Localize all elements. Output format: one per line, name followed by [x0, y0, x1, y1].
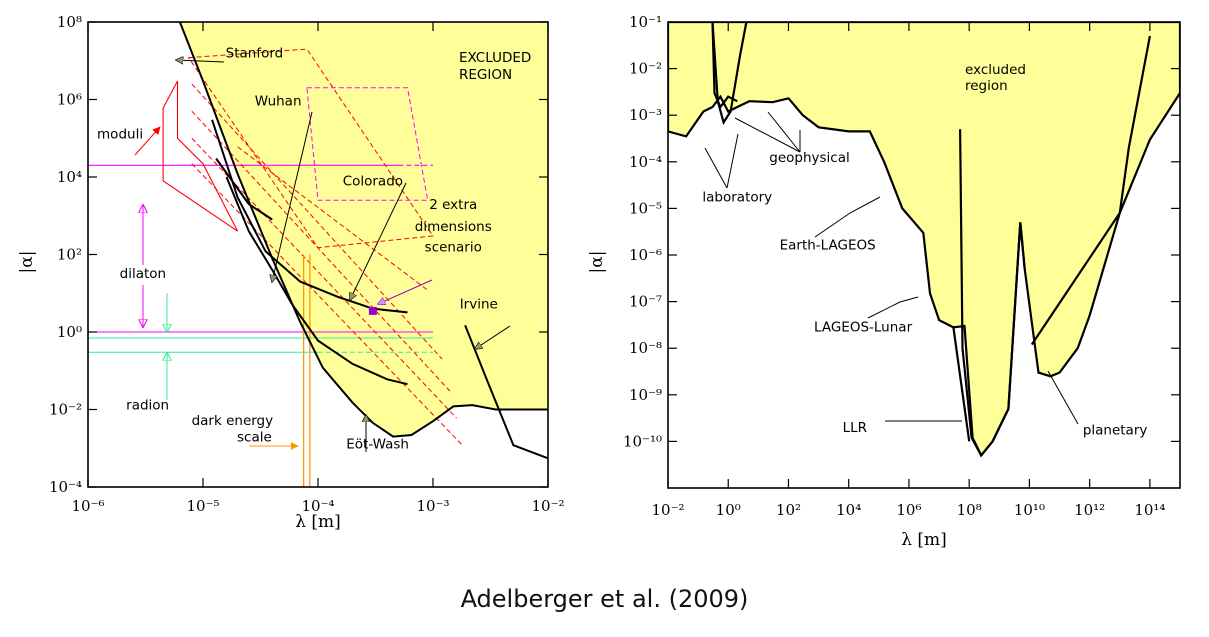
y-tick-label: 10⁻⁹ [629, 386, 662, 404]
x-tick-label: 10⁻² [531, 497, 564, 515]
right-annotation-label: LLR [843, 420, 867, 436]
x-tick-label: 10¹⁰ [1014, 501, 1045, 519]
right-region-label: region [965, 78, 1008, 94]
left-x-axis-label: λ [m] [295, 512, 341, 532]
left-annotation-label: Irvine [460, 297, 498, 313]
extra-dimensions-rhombus [187, 48, 434, 249]
left-excluded-region [179, 22, 548, 437]
right-chart: 10⁻² 10⁰ 10² 10⁴ 10⁶ 10⁸ 10¹⁰ 10¹² 10¹⁴ 10⁻¹⁰ 10⁻⁹… [587, 13, 1181, 550]
x-tick-label: 10¹⁴ [1134, 501, 1165, 519]
curve-e-t-wash [215, 157, 273, 221]
y-tick-label: 10⁰ [57, 323, 82, 341]
curve-irvine [464, 324, 548, 460]
right-limit-curve [711, 22, 748, 126]
y-tick-label: 10⁻⁷ [629, 293, 662, 311]
left-y-axis-label: |α| [17, 251, 37, 274]
right-annotation-label: geophysical [769, 150, 849, 166]
x-tick-label: 10⁻² [651, 501, 684, 519]
geophysical-leader-2 [767, 111, 801, 153]
right-limit-curve [959, 129, 1026, 458]
figure-caption: Adelberger et al. (2009) [460, 585, 749, 613]
left-annotation-label: Colorado [343, 174, 403, 190]
left-annotation-label: dimensions [415, 219, 492, 235]
x-tick-label: 10⁰ [716, 501, 741, 519]
left-annotation-label: scenario [425, 239, 482, 255]
x-tick-label: 10¹² [1074, 501, 1105, 519]
right-x-axis-label: λ [m] [901, 530, 947, 550]
y-tick-label: 10⁻⁶ [629, 246, 662, 264]
left-annotation-label: radion [126, 398, 169, 414]
x-tick-label: 10⁻⁶ [71, 497, 104, 515]
y-tick-label: 10⁻¹⁰ [623, 432, 662, 450]
right-region-label: excluded [965, 62, 1026, 78]
left-annotation-label: dilaton [120, 266, 166, 282]
extra-dimensions-diagonal [191, 163, 463, 446]
moduli-arrow [134, 126, 161, 156]
extra-dimensions-point [368, 306, 377, 315]
right-excluded-region [668, 22, 1180, 458]
y-tick-label: 10⁻⁴ [629, 153, 662, 171]
left-region-label: REGION [459, 67, 512, 83]
left-annotation-label: Wuhan [255, 94, 302, 110]
laboratory-leader-1 [704, 147, 728, 189]
irvine-arrow [475, 325, 511, 349]
extra-dimensions-arrow [378, 279, 433, 304]
left-annotation-label: Stanford [226, 46, 284, 62]
right-limit-curve [952, 327, 971, 442]
left-annotation-arrows [134, 60, 511, 452]
y-tick-label: 10⁻³ [629, 106, 662, 124]
y-tick-label: 10⁻⁸ [629, 339, 662, 357]
right-annotation-label: Earth-LAGEOS [780, 238, 876, 254]
left-annotation-label: moduli [97, 126, 143, 142]
moduli-region [162, 80, 239, 232]
right-annotation-label: laboratory [702, 190, 772, 206]
stanford-arrow [176, 60, 225, 62]
y-tick-label: 10⁻¹ [629, 13, 662, 31]
extra-dimensions-diagonal [191, 83, 443, 360]
left-chart: 10⁻⁶ 10⁻⁵ 10⁻⁴ 10⁻³ 10⁻² 10⁻⁴ 10⁻² 10⁰ 10² 10⁴ 10⁶… [17, 13, 565, 532]
left-annotation-label: Eöt-Wash [346, 436, 409, 452]
right-limit-curve [711, 22, 738, 110]
x-tick-label: 10⁶ [896, 501, 921, 519]
curve-stanford [178, 22, 548, 438]
y-tick-label: 10⁻⁵ [629, 199, 662, 217]
y-tick-label: 10² [57, 246, 82, 264]
right-annotation-label: planetary [1083, 423, 1148, 439]
curve-wuhan [225, 176, 408, 386]
right-y-axis-label: |α| [587, 251, 607, 274]
y-tick-label: 10⁶ [57, 91, 82, 109]
x-tick-label: 10⁻⁵ [186, 497, 219, 515]
y-tick-label: 10⁸ [57, 13, 82, 31]
right-limit-curve [1030, 35, 1151, 346]
x-tick-label: 10⁻⁴ [301, 497, 334, 515]
colorado-arrow [350, 182, 407, 300]
wuhan-arrow [272, 111, 313, 282]
y-tick-label: 10⁻² [49, 401, 82, 419]
left-annotation-label: dark energy [192, 413, 274, 429]
laboratory-leader-2 [726, 133, 739, 189]
y-tick-label: 10⁻⁴ [49, 478, 82, 496]
extra-dimensions-rhombus [306, 87, 429, 201]
right-annotation-label: LAGEOS-Lunar [814, 319, 913, 335]
left-annotation-label: 2 extra [429, 197, 477, 213]
lageos-lunar-leader [867, 296, 919, 319]
x-tick-label: 10⁸ [957, 501, 982, 519]
x-tick-label: 10⁴ [836, 501, 861, 519]
y-tick-label: 10⁴ [57, 168, 82, 186]
x-tick-label: 10² [776, 501, 801, 519]
geophysical-leader-1 [734, 117, 801, 153]
x-tick-label: 10⁻³ [416, 497, 449, 515]
planetary-leader [1047, 370, 1079, 425]
earth-lageos-leader [814, 196, 881, 238]
y-tick-label: 10⁻² [629, 60, 662, 78]
left-region-label: EXCLUDED [459, 50, 531, 66]
right-annotation-leaders [704, 111, 1079, 425]
left-annotation-label: scale [237, 429, 272, 445]
